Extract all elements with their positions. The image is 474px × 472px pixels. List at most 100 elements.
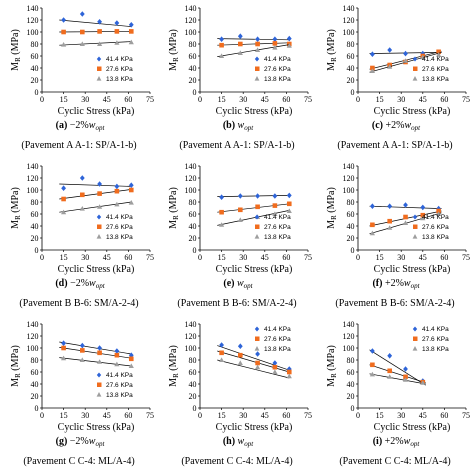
legend-label: 13.8 KPa xyxy=(264,346,291,353)
data-point-diamond xyxy=(403,50,408,57)
legend-marker-triangle xyxy=(412,346,418,351)
legend-marker-square xyxy=(97,382,102,387)
x-tick-label: 15 xyxy=(60,253,68,262)
data-point-diamond xyxy=(387,47,393,53)
data-point-square xyxy=(370,362,375,368)
caption-sub: opt xyxy=(96,282,106,290)
data-point-diamond xyxy=(79,11,85,17)
y-axis-title-sub: R xyxy=(172,373,180,378)
legend-label: 41.4 KPa xyxy=(264,214,291,221)
y-tick-label: 40 xyxy=(31,222,39,231)
y-tick-label: 80 xyxy=(347,40,355,49)
data-point-triangle xyxy=(79,357,85,362)
data-point-triangle xyxy=(387,225,393,230)
chart-panel-6: 0 20 40 60 80 100 120 140 0 15 30 45 60 75 Cyclic Stre… xyxy=(326,162,470,309)
y-axis-title: MR (MPa) xyxy=(10,187,22,229)
x-axis-title: Cyclic Stress (kPa) xyxy=(216,422,293,433)
x-tick-label: 60 xyxy=(282,411,290,420)
data-point-square xyxy=(128,29,134,34)
y-tick-label: 20 xyxy=(347,234,355,243)
legend-marker-diamond xyxy=(412,56,418,62)
pavement-label: (Pavement A A-1: SP/A-1-b) xyxy=(337,140,452,151)
x-tick-label: 0 xyxy=(356,95,360,104)
y-tick-label: 80 xyxy=(31,198,39,207)
y-tick-label: 0 xyxy=(35,88,39,97)
data-point-triangle xyxy=(114,40,120,45)
data-point-triangle xyxy=(61,42,67,47)
data-point-triangle xyxy=(369,230,375,236)
legend-marker-triangle xyxy=(96,392,102,397)
x-tick-label: 30 xyxy=(81,253,89,262)
y-tick-label: 60 xyxy=(31,210,39,219)
x-axis-title: Cyclic Stress (kPa) xyxy=(374,422,451,433)
y-axis-title-sub: R xyxy=(330,57,338,62)
x-tick-label: 75 xyxy=(304,95,312,104)
data-point-triangle xyxy=(237,360,243,365)
legend-label: 27.6 KPa xyxy=(106,382,133,389)
x-tick-label: 45 xyxy=(103,253,111,262)
y-tick-label: 100 xyxy=(185,28,197,37)
data-point-diamond xyxy=(128,182,134,188)
y-axis-title-unit: (MPa) xyxy=(10,187,21,215)
caption-letter: (d) xyxy=(55,278,67,289)
x-tick-label: 15 xyxy=(218,411,226,420)
y-tick-label: 120 xyxy=(185,16,197,25)
y-tick-label: 100 xyxy=(27,186,39,195)
x-axis-title: Cyclic Stress (kPa) xyxy=(374,264,451,275)
legend-marker-triangle xyxy=(254,234,260,239)
data-point-square xyxy=(128,187,134,193)
x-tick-label: 60 xyxy=(124,95,132,104)
caption-text: −2% xyxy=(68,278,89,289)
caption-text: +2% xyxy=(382,278,403,289)
data-point-diamond xyxy=(370,51,375,57)
legend-marker-triangle xyxy=(254,346,260,351)
legend-label: 27.6 KPa xyxy=(264,336,291,343)
legend-label: 13.8 KPa xyxy=(422,234,449,241)
y-tick-label: 60 xyxy=(31,368,39,377)
caption-w: w xyxy=(238,436,245,447)
y-tick-label: 140 xyxy=(27,162,39,171)
legend-marker-diamond xyxy=(96,214,102,220)
trendline xyxy=(59,357,132,367)
y-tick-label: 140 xyxy=(343,320,355,329)
legend-marker-triangle xyxy=(96,76,102,81)
y-tick-label: 120 xyxy=(27,332,39,341)
y-tick-label: 120 xyxy=(185,332,197,341)
caption-w: w xyxy=(89,120,96,131)
data-point-square xyxy=(255,41,260,47)
data-point-diamond xyxy=(128,22,134,28)
y-tick-label: 0 xyxy=(35,246,39,255)
caption-sub: opt xyxy=(411,124,421,132)
caption-sub: opt xyxy=(95,124,105,132)
x-tick-label: 30 xyxy=(397,95,405,104)
y-tick-label: 40 xyxy=(347,64,355,73)
y-tick-label: 0 xyxy=(193,88,197,97)
data-point-square xyxy=(80,192,85,198)
y-tick-label: 20 xyxy=(347,392,355,401)
y-axis-title-sub: R xyxy=(172,57,180,62)
data-point-triangle xyxy=(219,222,225,227)
caption-letter: (e) xyxy=(223,278,234,289)
data-point-triangle xyxy=(369,371,375,377)
y-tick-label: 20 xyxy=(31,76,39,85)
data-point-diamond xyxy=(370,348,375,354)
trendline xyxy=(59,41,132,46)
data-point-diamond xyxy=(272,193,278,199)
data-point-diamond xyxy=(255,193,260,199)
legend-label: 41.4 KPa xyxy=(264,56,291,63)
y-axis-title-unit: (MPa) xyxy=(168,345,179,373)
data-point-square xyxy=(128,356,134,362)
data-point-square xyxy=(436,49,441,55)
data-point-diamond xyxy=(61,340,66,346)
data-point-triangle xyxy=(219,357,225,362)
y-tick-label: 120 xyxy=(343,332,355,341)
trendline xyxy=(59,19,132,27)
data-point-triangle xyxy=(402,220,409,225)
data-point-square xyxy=(436,208,441,214)
data-point-diamond xyxy=(403,202,408,208)
panel-caption: (i) +2%wopt xyxy=(373,436,421,448)
y-tick-label: 100 xyxy=(343,28,355,37)
legend-marker-diamond xyxy=(96,372,102,378)
data-point-triangle xyxy=(420,380,426,385)
legend-label: 41.4 KPa xyxy=(422,214,449,221)
